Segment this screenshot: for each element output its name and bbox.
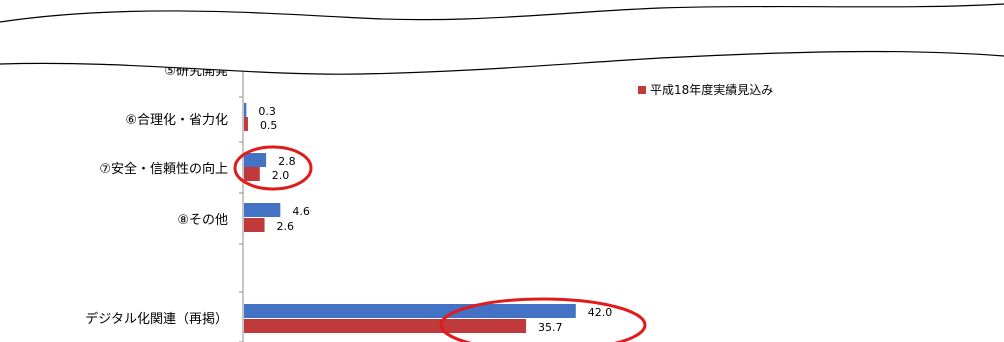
data-label-series2-4: 35.7 [538,321,563,334]
data-label-series1-4: 42.0 [588,306,613,319]
bar-series2-4 [244,319,526,333]
data-label-series2-2: 2.0 [272,169,290,182]
bar-series2-3 [244,218,265,232]
data-label-series1-3: 4.6 [292,205,310,218]
category-label-3: ⑧その他 [177,213,228,228]
bar-series1-4 [244,304,576,318]
legend-entry-1: 平成18年度実績見込み [650,82,773,97]
legend-swatch-1 [638,86,646,94]
data-label-series1-2: 2.8 [278,155,296,168]
bar-series1-3 [244,203,280,217]
category-label-4: デジタル化関連（再掲） [85,311,228,327]
category-label-1: ⑥合理化・省力化 [125,113,228,128]
data-label-series1-1: 0.3 [258,105,276,118]
bar-series1-2 [244,153,266,167]
bar-series2-1 [244,117,248,131]
bar-series1-1 [244,103,246,117]
data-label-series2-1: 0.5 [260,119,278,132]
bar-series2-2 [244,167,260,181]
category-label-2: ⑦安全・信頼性の向上 [99,161,228,177]
data-label-series2-3: 2.6 [277,220,295,233]
